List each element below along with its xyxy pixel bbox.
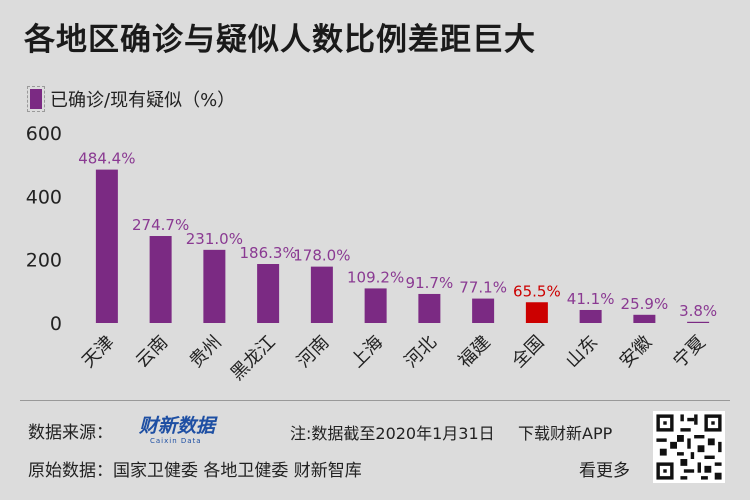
bar — [95, 169, 118, 323]
data-label: 3.8% — [679, 302, 717, 320]
y-tick-label: 200 — [26, 250, 62, 272]
x-tick-label: 全国 — [508, 332, 548, 372]
caixin-data-logo: 财新数据 — [139, 415, 216, 437]
caixin-data-logo-sub: Caixin Data — [150, 437, 202, 445]
x-tick-label: 河北 — [401, 332, 441, 372]
x-tick-label: 福建 — [454, 332, 494, 372]
bar — [310, 266, 333, 323]
x-tick-label: 天津 — [78, 332, 118, 372]
original-data-sources: 原始数据：国家卫健委 各地卫健委 财新智库 — [28, 461, 362, 481]
bar — [525, 302, 548, 323]
data-label: 91.7% — [406, 274, 454, 292]
bar — [472, 298, 495, 323]
bar — [418, 293, 441, 323]
chart-title: 各地区确诊与疑似人数比例差距巨大 — [24, 22, 536, 58]
data-label: 77.1% — [459, 279, 507, 297]
qr-code-icon[interactable] — [653, 411, 725, 483]
x-tick-label: 宁夏 — [669, 332, 709, 372]
data-label: 178.0% — [293, 247, 350, 265]
bar — [149, 236, 172, 323]
bar — [203, 249, 226, 323]
x-tick-label: 云南 — [132, 332, 172, 372]
data-label: 65.5% — [513, 282, 561, 300]
see-more-link[interactable]: 看更多 — [579, 461, 630, 481]
data-label: 41.1% — [567, 290, 615, 308]
data-labels: 484.4% 274.7%231.0%186.3%178.0% 109.2% 91.7… — [78, 150, 717, 320]
data-label: 25.9% — [621, 295, 669, 313]
bar — [579, 309, 602, 323]
y-axis: 0 200 400 600 — [26, 123, 62, 335]
x-tick-label: 河南 — [293, 332, 333, 372]
bar — [364, 288, 387, 323]
bar — [633, 314, 656, 323]
data-label: 231.0% — [186, 230, 243, 248]
bar — [257, 264, 280, 323]
footer — [0, 400, 750, 500]
x-tick-label: 山东 — [562, 332, 602, 372]
footer-divider — [20, 400, 730, 401]
source-label: 数据来源： — [28, 423, 113, 443]
data-label: 274.7% — [132, 216, 189, 234]
y-tick-label: 0 — [50, 313, 62, 335]
bars — [95, 169, 710, 323]
x-tick-label: 贵州 — [186, 332, 226, 372]
x-tick-label: 安徽 — [616, 332, 656, 372]
x-tick-label: 黑龙江 — [227, 332, 280, 385]
data-label: 186.3% — [240, 244, 297, 262]
download-app-link[interactable]: 下载财新APP — [518, 424, 613, 443]
legend: 已确诊/现有疑似（%） — [27, 86, 236, 112]
legend-swatch — [27, 86, 45, 112]
y-tick-label: 400 — [26, 186, 62, 208]
bar-chart: 0 200 400 600 484.4% 274.7%231.0%186.3%178.0… — [26, 123, 717, 385]
y-tick-label: 600 — [26, 123, 62, 145]
data-label: 484.4% — [78, 150, 135, 168]
x-tick-label: 上海 — [347, 332, 387, 372]
legend-label: 已确诊/现有疑似（%） — [50, 90, 236, 111]
bar — [687, 321, 710, 323]
data-cutoff-note: 注:数据截至2020年1月31日 — [290, 424, 495, 443]
data-label: 109.2% — [347, 268, 404, 286]
x-axis-labels: 天津 云南 贵州 黑龙江 河南 上海 河北 福建 全国 山东 安徽 宁夏 — [78, 332, 710, 385]
